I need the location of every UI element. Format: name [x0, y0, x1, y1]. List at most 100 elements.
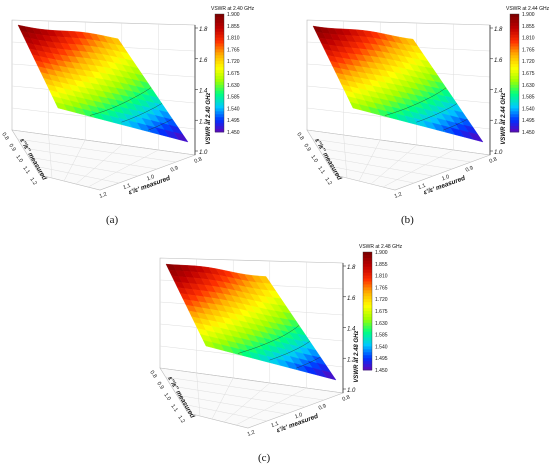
- colorbar-swatch: [363, 340, 372, 344]
- surface-cell: [173, 131, 189, 143]
- z-tick-label: 1.2: [494, 119, 503, 125]
- colorbar-swatch: [363, 311, 372, 315]
- surface: [312, 25, 484, 143]
- y-tick-label: 1.0: [309, 154, 318, 164]
- x-tick-label: 1.1: [122, 183, 131, 191]
- colorbar-swatch: [363, 361, 372, 365]
- surface: [165, 263, 337, 381]
- colorbar-swatch: [510, 129, 519, 133]
- colorbar-swatch: [215, 126, 224, 130]
- floor-gridline: [34, 165, 120, 184]
- colorbar-swatch: [510, 22, 519, 27]
- colorbar-tick-label: 1.765: [227, 47, 240, 53]
- colorbar-swatch: [215, 49, 224, 53]
- colorbar-swatch: [363, 319, 372, 324]
- colorbar-swatch: [510, 19, 519, 24]
- colorbar-swatch: [363, 252, 372, 256]
- contour-line: [295, 356, 321, 369]
- y-tick-label: 1.2: [323, 177, 332, 187]
- colorbar-tick-label: 1.495: [227, 118, 240, 124]
- colorbar-swatch: [510, 117, 519, 121]
- floor-gridline: [75, 144, 122, 185]
- y-tick-label: 1.1: [316, 165, 325, 175]
- colorbar-swatch: [215, 28, 224, 33]
- colorbar-swatch: [363, 269, 372, 274]
- colorbar-swatch: [363, 284, 372, 288]
- colorbar-swatch: [510, 40, 519, 44]
- x-tick-label: 1.2: [394, 192, 403, 200]
- colorbar-swatch: [510, 96, 519, 100]
- colorbar-swatch: [510, 67, 519, 71]
- colorbar-swatch: [215, 64, 224, 68]
- colorbar-swatch: [510, 114, 519, 118]
- colorbar-title: VSWR at 2.44 GHz: [506, 6, 550, 12]
- colorbar-tick-label: 1.810: [522, 36, 535, 42]
- colorbar-tick-label: 1.675: [522, 71, 535, 77]
- floor-gridline: [382, 149, 454, 188]
- y-tick-label: 0.9: [155, 381, 164, 391]
- colorbar-tick-label: 1.450: [375, 368, 388, 374]
- colorbar-swatch: [363, 263, 372, 268]
- contour-line: [237, 325, 300, 354]
- colorbar-swatch: [215, 99, 224, 103]
- floor-gridline: [329, 165, 415, 184]
- x-tick-label: 0.9: [465, 165, 474, 173]
- colorbar-swatch: [363, 281, 372, 285]
- colorbar-frame: [509, 13, 520, 133]
- z-tick-label: 1.8: [494, 27, 503, 33]
- colorbar-tick-label: 1.540: [375, 344, 388, 350]
- colorbar-swatch: [363, 296, 372, 300]
- colorbar-swatch: [363, 364, 372, 368]
- colorbar-swatch: [215, 129, 224, 133]
- z-tick-label: 1.0: [347, 388, 356, 394]
- colorbar-tick-label: 1.855: [375, 262, 388, 268]
- surface: [17, 24, 189, 143]
- colorbar-swatch: [215, 43, 224, 47]
- colorbar-swatch: [510, 31, 519, 36]
- colorbar-tick-label: 1.855: [522, 24, 535, 30]
- colorbar-swatch: [215, 87, 224, 92]
- colorbar-tick-label: 1.630: [375, 321, 388, 327]
- colorbar: [362, 251, 373, 371]
- colorbar-tick-label: 1.630: [227, 83, 240, 89]
- colorbar: [214, 13, 225, 133]
- floor-gridline: [370, 144, 417, 185]
- contour-line: [121, 103, 163, 123]
- contour-line: [89, 87, 152, 116]
- floor-gridline: [176, 394, 287, 415]
- colorbar-tick-label: 1.675: [375, 309, 388, 315]
- x-tick-label: 1.1: [417, 183, 426, 191]
- colorbar-swatch: [215, 123, 224, 127]
- colorbar-swatch: [363, 328, 372, 333]
- colorbar-swatch: [215, 25, 224, 30]
- x-tick-label: 0.9: [170, 165, 179, 173]
- colorbar-swatch: [510, 84, 519, 89]
- y-tick-label: 1.0: [162, 392, 171, 402]
- colorbar-tick-label: 1.765: [375, 285, 388, 291]
- colorbar-swatch: [510, 126, 519, 130]
- colorbar-tick-label: 1.495: [375, 356, 388, 362]
- z-axis-label: VSWR at 2.44 GHz: [501, 93, 507, 145]
- colorbar-swatch: [510, 75, 519, 80]
- y-tick-label: 0.9: [7, 143, 16, 153]
- colorbar-swatch: [363, 254, 372, 259]
- colorbar-tick-label: 1.900: [375, 250, 388, 256]
- colorbar-swatch: [215, 78, 224, 83]
- floor-gridline: [323, 156, 434, 177]
- colorbar-tick-label: 1.585: [522, 95, 535, 101]
- z-tick-label: 1.2: [347, 357, 356, 363]
- contour-line: [442, 118, 468, 131]
- colorbar-swatch: [215, 117, 224, 121]
- colorbar-swatch: [363, 367, 372, 371]
- colorbar-swatch: [363, 358, 372, 362]
- x-tick-label: 1.0: [294, 412, 303, 420]
- colorbar-swatch: [363, 349, 372, 353]
- z-tick-label: 1.0: [199, 150, 208, 156]
- colorbar-swatch: [363, 316, 372, 321]
- colorbar-tick-label: 1.630: [522, 83, 535, 89]
- colorbar-swatch: [510, 105, 519, 109]
- colorbar-tick-label: 1.810: [375, 274, 388, 280]
- colorbar-swatch: [510, 46, 519, 50]
- colorbar-swatch: [215, 16, 224, 21]
